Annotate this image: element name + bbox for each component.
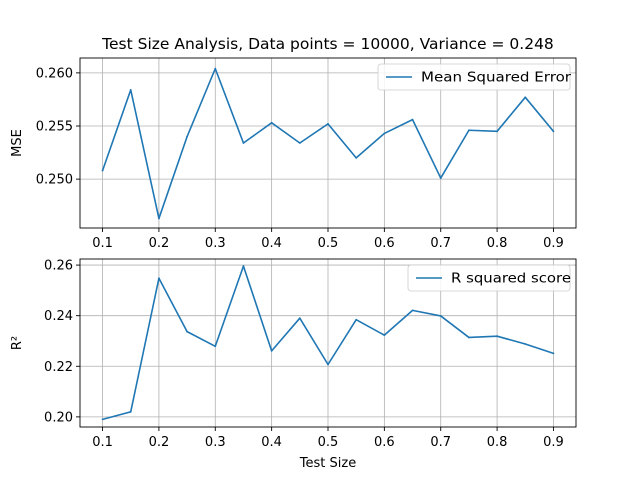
- x-tick-label: 0.7: [430, 435, 451, 450]
- x-tick-label: 0.5: [318, 435, 339, 450]
- data-point: [327, 363, 329, 366]
- data-point: [214, 345, 217, 348]
- x-tick-label: 0.6: [374, 435, 395, 450]
- legend-label: R squared score: [451, 272, 571, 287]
- y-tick-label: 0.26: [44, 259, 73, 274]
- x-tick-label: 0.7: [430, 236, 451, 251]
- data-point: [242, 265, 245, 267]
- data-point: [158, 277, 160, 280]
- data-point: [524, 96, 527, 99]
- data-point: [158, 217, 160, 220]
- x-axis-label: Test Size: [299, 456, 356, 471]
- data-point: [468, 336, 470, 339]
- y-axis-label: R²: [10, 336, 25, 350]
- data-point: [298, 317, 301, 320]
- x-tick-label: 0.4: [261, 236, 282, 251]
- data-point: [186, 135, 188, 138]
- data-point: [101, 169, 104, 172]
- data-point: [411, 309, 414, 312]
- data-point: [439, 315, 442, 317]
- x-tick-label: 0.3: [205, 435, 226, 450]
- data-point: [496, 335, 498, 338]
- x-tick-label: 0.6: [374, 236, 395, 251]
- y-tick-label: 0.260: [36, 66, 73, 81]
- legend-box: [407, 264, 571, 292]
- x-tick-label: 0.4: [261, 435, 282, 450]
- data-point: [439, 177, 442, 179]
- data-point: [129, 410, 132, 413]
- data-point: [468, 129, 470, 132]
- y-tick-label: 0.250: [36, 173, 73, 188]
- x-tick-label: 0.1: [92, 236, 113, 251]
- data-point: [383, 132, 386, 135]
- data-point: [552, 130, 555, 133]
- data-point: [186, 330, 188, 333]
- data-point: [355, 156, 358, 159]
- y-tick-label: 0.22: [44, 360, 73, 375]
- data-point: [298, 142, 301, 144]
- x-tick-label: 0.9: [543, 435, 564, 450]
- data-point: [524, 343, 527, 345]
- data-point: [270, 349, 273, 352]
- data-point: [552, 352, 555, 355]
- data-point: [327, 122, 329, 125]
- data-point: [355, 318, 358, 321]
- legend-label: Mean Squared Error: [421, 71, 572, 86]
- x-tick-label: 0.2: [149, 435, 170, 450]
- data-point: [270, 121, 273, 124]
- x-tick-label: 0.1: [92, 435, 113, 450]
- data-point: [242, 142, 245, 144]
- x-tick-label: 0.8: [487, 435, 508, 450]
- x-tick-label: 0.8: [487, 236, 508, 251]
- y-axis-label: MSE: [10, 129, 25, 157]
- legend-box: [377, 63, 571, 91]
- data-point: [411, 118, 414, 121]
- chart-title: Test Size Analysis, Data points = 10000,…: [101, 35, 554, 53]
- data-point: [101, 418, 104, 421]
- data-point: [214, 67, 217, 70]
- x-tick-label: 0.9: [543, 236, 564, 251]
- data-point: [129, 88, 132, 91]
- mse-subplot: 0.1 0.2 0.3 0.4 0.5 0.6 0.7 0.8 0.9 0.250 0.255 0.2…: [10, 57, 577, 251]
- data-point: [383, 334, 386, 337]
- y-tick-label: 0.255: [36, 120, 73, 135]
- x-tick-label: 0.3: [205, 236, 226, 251]
- x-tick-label: 0.2: [149, 236, 170, 251]
- y-tick-label: 0.24: [44, 309, 73, 324]
- y-tick-label: 0.20: [44, 410, 73, 425]
- data-point: [496, 130, 498, 133]
- x-tick-label: 0.5: [318, 236, 339, 251]
- r2-subplot: 0.1 0.2 0.3 0.4 0.5 0.6 0.7 0.8 0.9 0.20 0.22 0.24 0…: [10, 258, 577, 471]
